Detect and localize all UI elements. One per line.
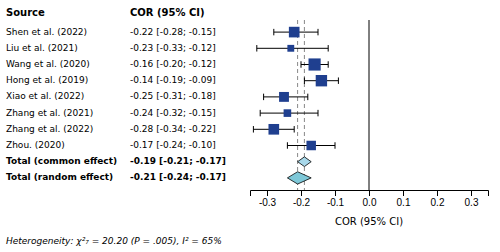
row-estimate: -0.16 [-0.20; -0.12] (130, 59, 216, 69)
study-square (268, 124, 279, 135)
row-label: Total (common effect) (6, 156, 117, 166)
axis-line (251, 191, 489, 197)
row-label: Zhang et al. (2022) (6, 124, 93, 134)
tick-mark (301, 190, 302, 196)
tick: 0.1 (397, 190, 411, 208)
tick-mark (471, 190, 472, 196)
total-diamond (287, 172, 311, 184)
row-label: Shen et al. (2022) (6, 27, 87, 37)
ci-cap (253, 126, 254, 132)
row-label: Liu et al. (2021) (6, 43, 78, 53)
row-label: Zhang et al. (2021) (6, 108, 93, 118)
row-estimate: -0.25 [-0.31; -0.18] (130, 91, 216, 101)
row-estimate: -0.21 [-0.24; -0.17] (130, 172, 226, 182)
ci-cap (328, 61, 329, 67)
tick-mark (335, 190, 336, 196)
row-label: Total (random effect) (6, 172, 113, 182)
row-estimate: -0.17 [-0.24; -0.10] (130, 140, 216, 150)
tick-mark (369, 190, 370, 196)
study-square (289, 27, 300, 38)
total-diamond (298, 157, 312, 167)
tick-mark (267, 190, 268, 196)
tick-mark (437, 190, 438, 196)
row-estimate: -0.23 [-0.33; -0.12] (130, 43, 216, 53)
tick-label: 0.1 (397, 197, 411, 208)
study-square (316, 75, 327, 86)
ci-cap (328, 45, 329, 51)
study-square (284, 109, 292, 117)
ci-cap (304, 77, 305, 83)
tick-label: 0.2 (431, 197, 445, 208)
ci-cap (307, 94, 308, 100)
tick: -0.2 (293, 190, 311, 208)
row-label: Wang et al. (2020) (6, 59, 90, 69)
study-square (279, 92, 289, 102)
ci-cap (318, 110, 319, 116)
heterogeneity-note: Heterogeneity: χ²₇ = 20.20 (P = .005), I… (6, 236, 222, 246)
row-estimate: -0.22 [-0.28; -0.15] (130, 27, 216, 37)
tick: 0.2 (431, 190, 445, 208)
row-estimate: -0.28 [-0.34; -0.22] (130, 124, 216, 134)
tick-label: -0.2 (293, 197, 311, 208)
tick-label: -0.3 (259, 197, 277, 208)
x-axis-title: COR (95% CI) (335, 216, 403, 227)
ci-cap (301, 61, 302, 67)
study-square (306, 141, 315, 150)
ci-cap (287, 142, 288, 148)
row-label: Hong et al. (2019) (6, 75, 88, 85)
ci-cap (256, 45, 257, 51)
ci-cap (263, 94, 264, 100)
tick-label: 0.3 (465, 197, 479, 208)
row-label: Xiao et al. (2022) (6, 91, 84, 101)
column-header: Source (6, 7, 45, 18)
ci-cap (318, 29, 319, 35)
row-label: Zhou. (2020) (6, 140, 65, 150)
plot-marks (253, 20, 369, 190)
column-header: COR (95% CI) (130, 7, 205, 18)
study-square (309, 58, 321, 70)
tick: -0.3 (259, 190, 277, 208)
tick-label: -0.1 (327, 197, 345, 208)
tick: 0.3 (465, 190, 479, 208)
tick-mark (403, 190, 404, 196)
row-estimate: -0.24 [-0.32; -0.15] (130, 108, 216, 118)
row-estimate: -0.19 [-0.21; -0.17] (130, 156, 226, 166)
x-axis: -0.3 -0.2 -0.1 0.0 0.1 0.2 0.3 (251, 190, 489, 208)
row-estimate: -0.14 [-0.19; -0.09] (130, 75, 216, 85)
ci-cap (273, 29, 274, 35)
row-texts: Shen et al. (2022) -0.22 [-0.28; -0.15] Li… (6, 27, 226, 183)
ci-cap (335, 142, 336, 148)
tick: -0.1 (327, 190, 345, 208)
study-square (287, 45, 294, 52)
total-line (297, 20, 298, 190)
tick-label: 0.0 (363, 197, 377, 208)
reference-line (369, 20, 370, 190)
tick: 0.0 (363, 190, 377, 208)
ci-cap (260, 110, 261, 116)
forest-plot: Source COR (95% CI) Shen et al. (2022) -0.2… (0, 0, 500, 252)
ci-cap (294, 126, 295, 132)
ci-cap (338, 77, 339, 83)
